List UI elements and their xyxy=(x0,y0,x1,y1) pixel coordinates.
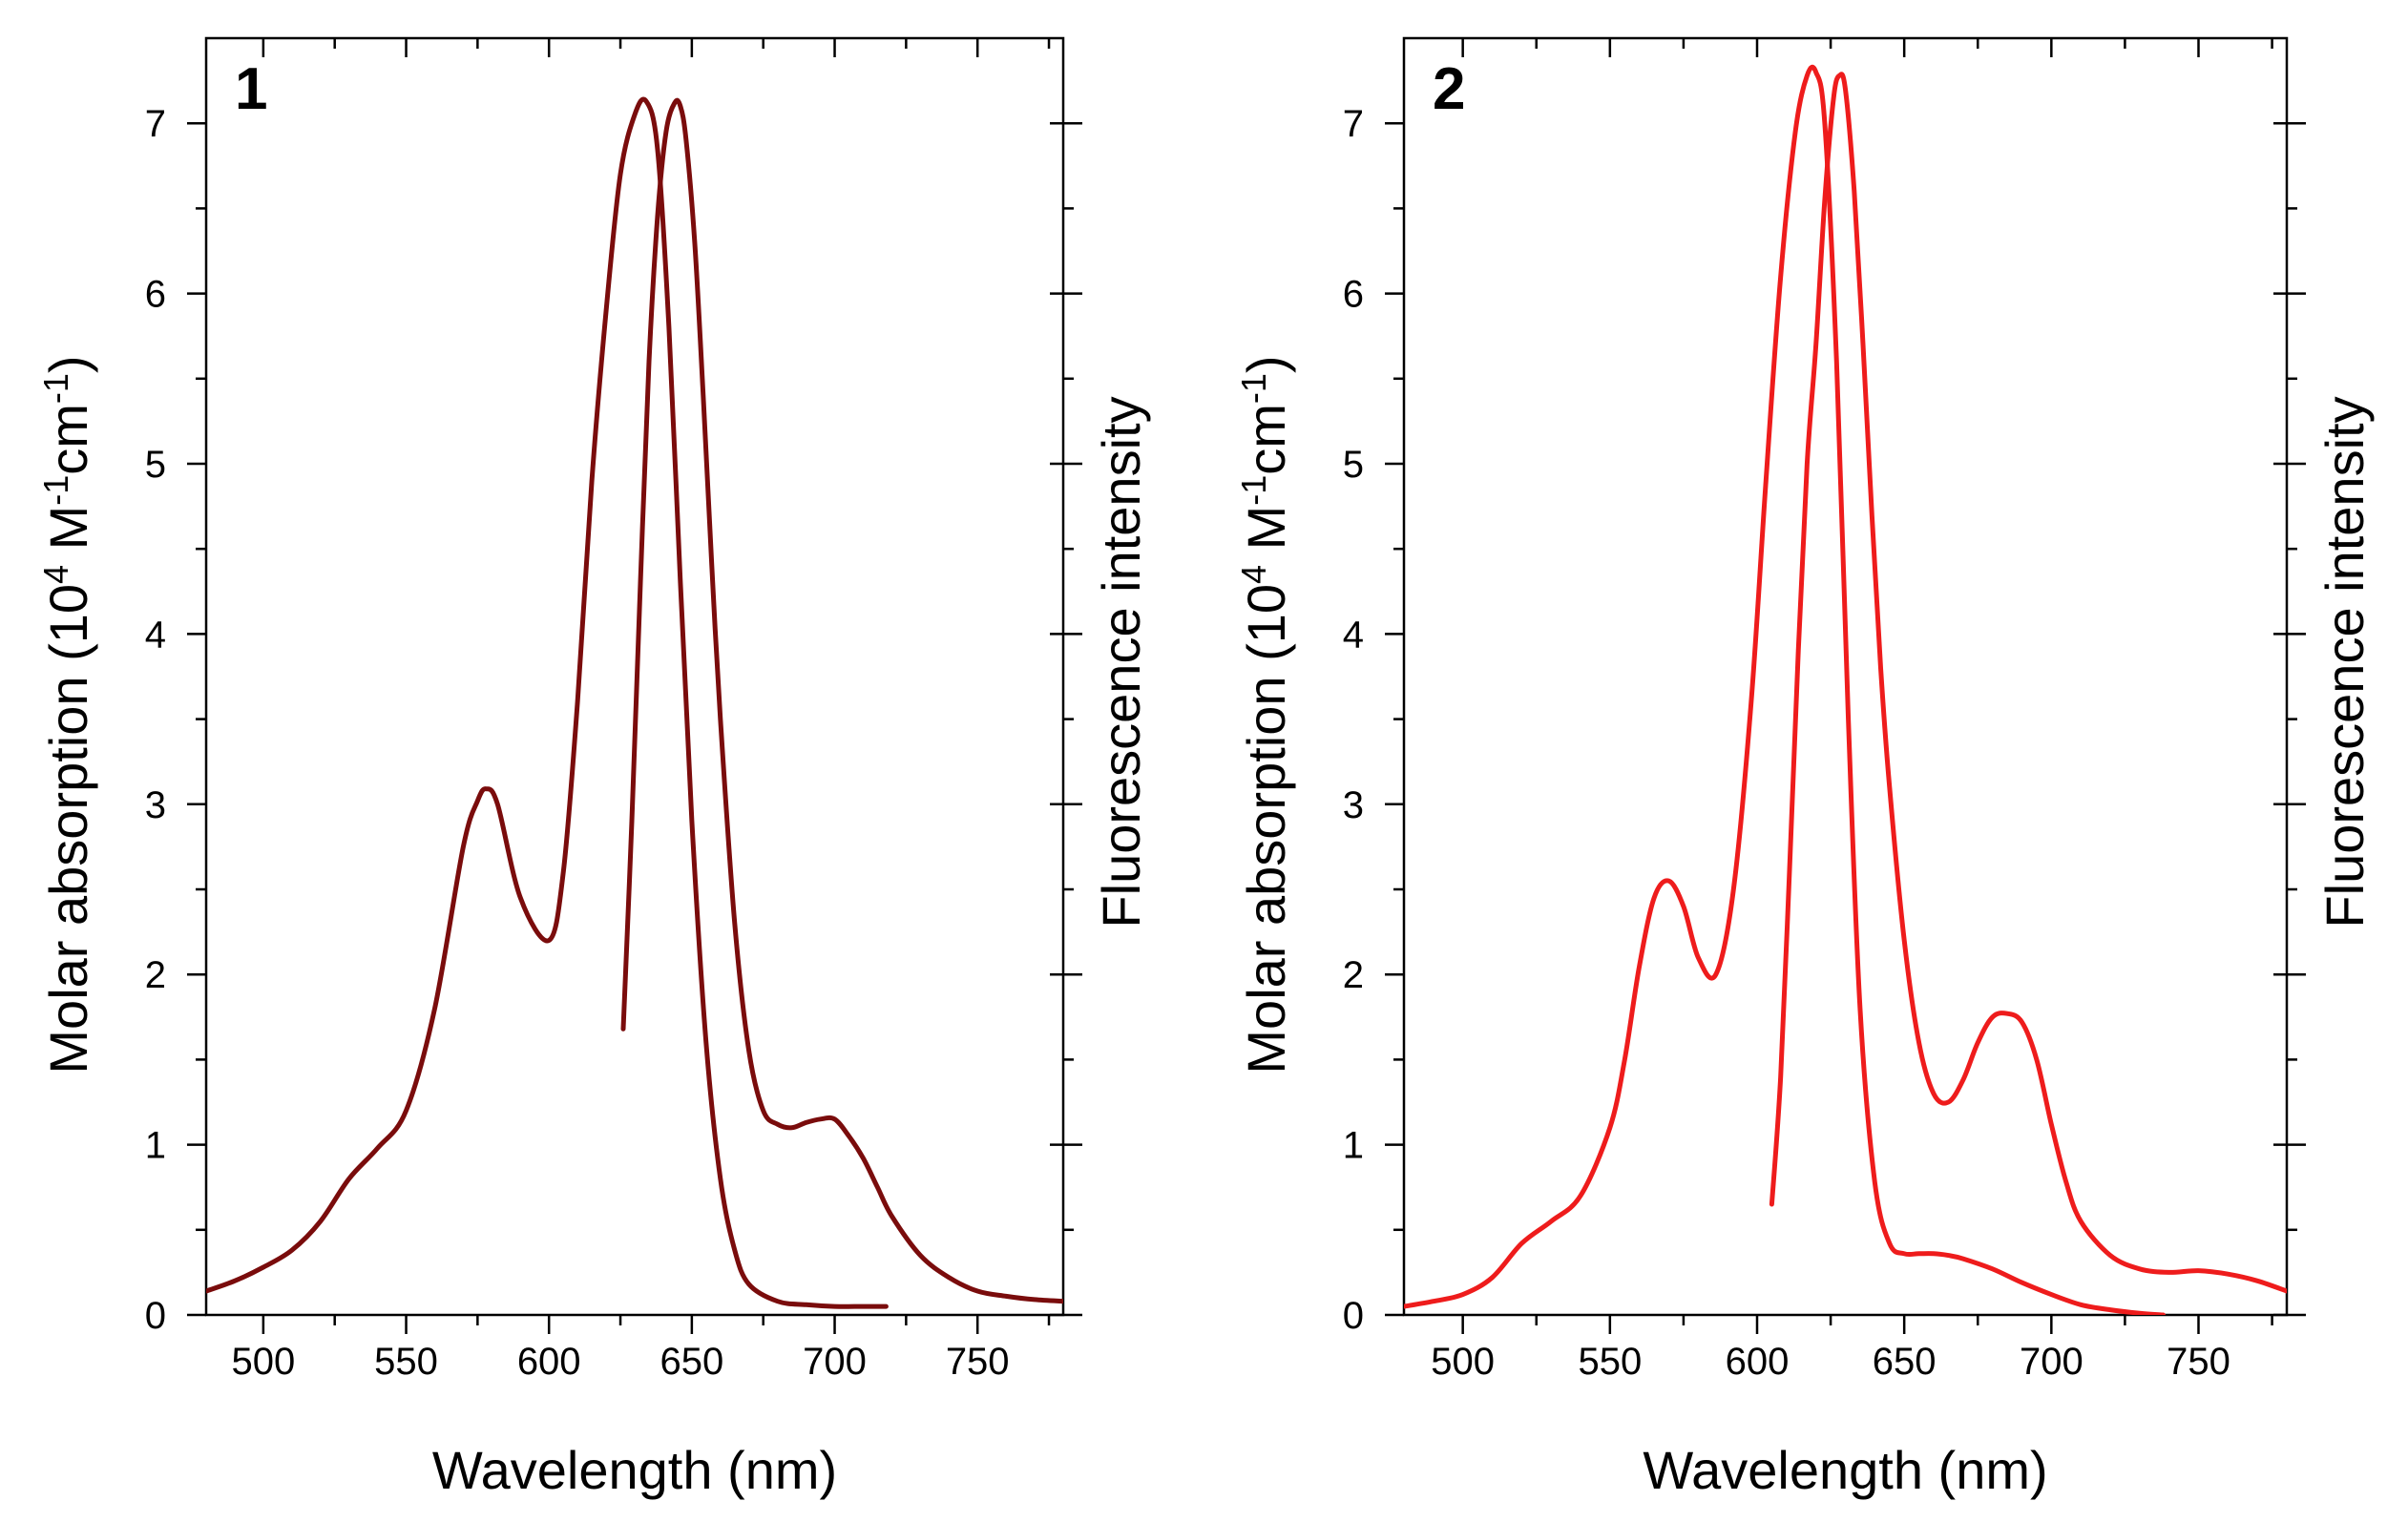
y-tick-label: 6 xyxy=(145,274,166,316)
y-axis-label-superscript: 4 xyxy=(1234,565,1273,584)
y-axis-label-part: cm xyxy=(38,404,98,475)
x-tick-label: 700 xyxy=(803,1341,867,1383)
x-tick-label: 700 xyxy=(2020,1341,2083,1383)
y-tick-label: 2 xyxy=(1343,954,1364,996)
y-tick-label: 1 xyxy=(145,1125,166,1167)
y-tick-label: 4 xyxy=(145,614,166,656)
x-axis-label: Wavelength (nm) xyxy=(432,1440,837,1500)
x-tick-label: 550 xyxy=(374,1341,438,1383)
panel-label: 1 xyxy=(235,56,267,122)
y-tick-label: 7 xyxy=(1343,103,1364,145)
panel-label: 2 xyxy=(1433,56,1465,122)
y-axis-label-part: M xyxy=(38,506,98,565)
x-tick-label: 750 xyxy=(2167,1341,2230,1383)
plot-frame xyxy=(204,36,1065,1317)
y-axis-label-part: ) xyxy=(1236,355,1296,373)
series-fluorescence-line xyxy=(1769,72,2287,1294)
chart-panel-1: 500 550 600 650 700 750 0 1 2 3 4 5 6 7 1 Wavelength (n… xyxy=(36,36,1151,1500)
y-axis-label-part: M xyxy=(1236,506,1296,565)
y-tick-label: 7 xyxy=(145,103,166,145)
x-tick-label: 750 xyxy=(946,1341,1010,1383)
y-axis-label-part: Molar absorption (10 xyxy=(1236,584,1296,1074)
y-axis-label-left: Molar absorption (104 M-1cm-1) xyxy=(36,355,98,1074)
x-tick-label: 600 xyxy=(517,1341,581,1383)
plot-frame xyxy=(1402,36,2289,1317)
x-tick-label: 650 xyxy=(1873,1341,1937,1383)
series-fluorescence-line xyxy=(620,97,1063,1304)
y-tick-label: 3 xyxy=(145,784,166,826)
y-axis-label-superscript: 4 xyxy=(36,565,75,584)
y-tick-label: 4 xyxy=(1343,614,1364,656)
y-tick-label: 2 xyxy=(145,954,166,996)
x-tick-label: 550 xyxy=(1578,1341,1642,1383)
x-tick-label: 650 xyxy=(660,1341,723,1383)
y-axis-label-superscript: -1 xyxy=(36,373,75,404)
y-tick-label: 1 xyxy=(1343,1125,1364,1167)
y-tick-label: 0 xyxy=(145,1295,166,1337)
y-axis-label-part: cm xyxy=(1236,404,1296,475)
chart-panel-2: 500 550 600 650 700 750 0 1 2 3 4 5 6 7 2 Wavelength (n… xyxy=(1234,36,2375,1500)
y-axis-label-superscript: -1 xyxy=(1234,475,1273,506)
x-tick-label: 500 xyxy=(1431,1341,1495,1383)
y-tick-label: 5 xyxy=(1343,444,1364,486)
y-axis-label-left: Molar absorption (104 M-1cm-1) xyxy=(1234,355,1296,1074)
x-tick-label: 600 xyxy=(1726,1341,1790,1383)
series-absorption-line xyxy=(206,96,889,1309)
y-tick-label: 0 xyxy=(1343,1295,1364,1337)
x-axis-label: Wavelength (nm) xyxy=(1643,1440,2047,1500)
y-axis-label-part: Molar absorption (10 xyxy=(38,584,98,1074)
y-tick-label: 6 xyxy=(1343,274,1364,316)
y-axis-label-part: ) xyxy=(38,355,98,373)
y-axis-label-right: Fluorescence intensity xyxy=(1091,396,1151,928)
y-axis-label-superscript: -1 xyxy=(1234,373,1273,404)
x-tick-label: 500 xyxy=(231,1341,295,1383)
y-tick-label: 5 xyxy=(145,444,166,486)
y-axis-label-superscript: -1 xyxy=(36,475,75,506)
y-axis-label-right: Fluorescence intensity xyxy=(2314,396,2375,928)
series-absorption-line xyxy=(1404,64,2166,1315)
y-tick-label: 3 xyxy=(1343,784,1364,826)
